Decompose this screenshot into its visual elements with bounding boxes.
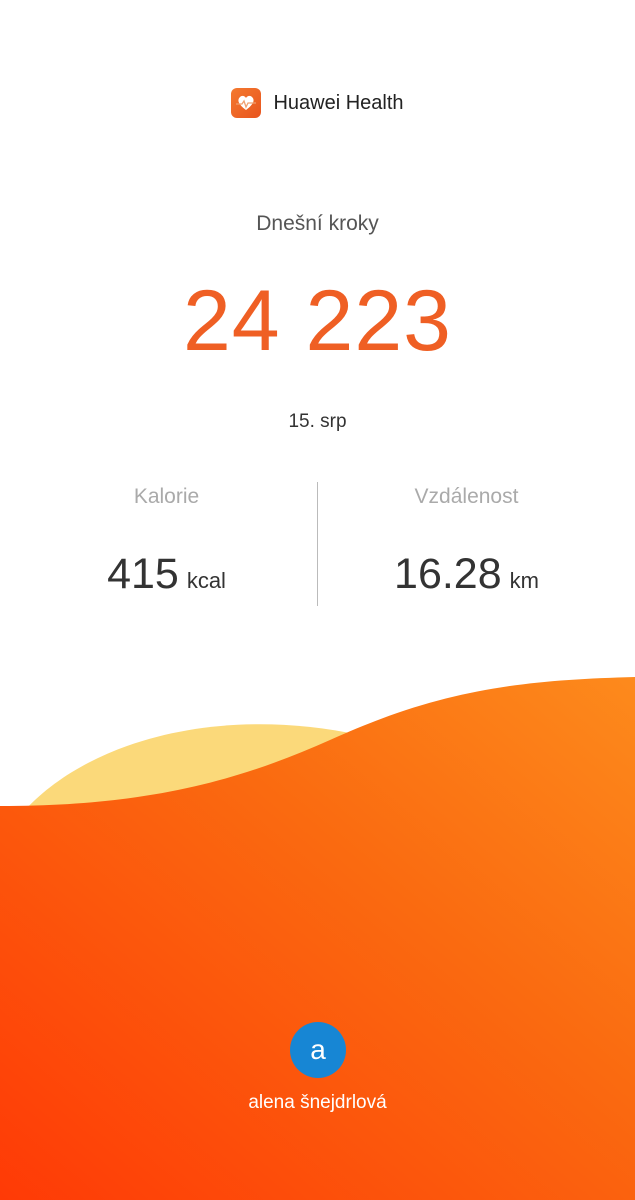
stats-divider: [317, 482, 318, 606]
distance-number: 16.28: [394, 550, 502, 598]
steps-label: Dnešní kroky: [256, 212, 379, 235]
orange-wave: [0, 677, 635, 1200]
calories-unit: kcal: [186, 568, 226, 593]
calories-number: 415: [107, 550, 179, 598]
app-title: Huawei Health: [273, 91, 404, 114]
steps-count: 24 223: [182, 273, 453, 369]
distance-label: Vzdálenost: [414, 485, 519, 508]
app-header: Huawei Health: [0, 88, 635, 118]
steps-date: 15. srp: [288, 411, 347, 432]
user-name: alena šnejdrlová: [248, 1092, 387, 1113]
calories-value: 415 kcal: [8, 550, 325, 599]
avatar[interactable]: a: [290, 1022, 346, 1078]
heart-pulse-icon: [231, 88, 262, 118]
distance-value: 16.28 km: [308, 550, 625, 599]
calories-label: Kalorie: [133, 485, 200, 508]
distance-unit: km: [509, 568, 539, 593]
